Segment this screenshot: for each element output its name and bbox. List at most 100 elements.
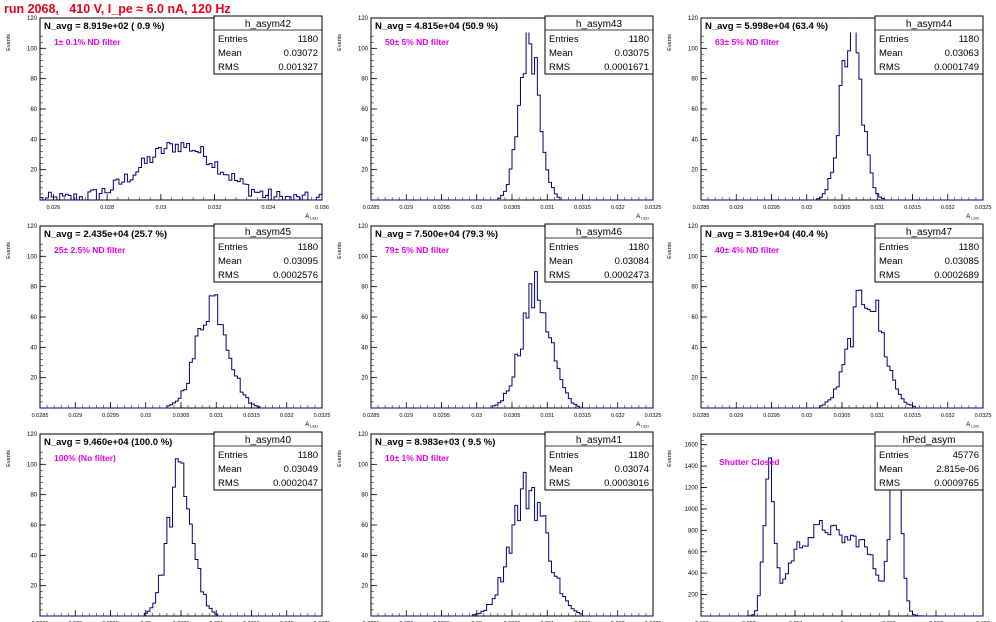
x-tick-label: 0.0325 xyxy=(314,413,331,419)
stats-value: 1180 xyxy=(629,242,649,253)
stats-value: 0.0002473 xyxy=(604,270,649,281)
stats-value: 1180 xyxy=(629,34,649,45)
y-tick-label: 120 xyxy=(688,224,699,230)
x-tick-label: 0.0305 xyxy=(504,413,521,419)
y-tick-label: 60 xyxy=(30,315,37,321)
stats-box xyxy=(213,223,323,283)
navg-label: N_avg = 7.500e+04 (79.3 %) xyxy=(375,229,498,240)
x-tick-label: 0.032 xyxy=(941,205,955,211)
x-tick-label: 0.0305 xyxy=(504,205,521,211)
x-axis-subscript: LED xyxy=(310,424,318,429)
y-tick-label: 20 xyxy=(30,168,37,174)
y-tick-label: 120 xyxy=(688,16,699,22)
histogram-panel-h_asym41: 204060801001200.02850.0290.02950.030.030… xyxy=(337,431,661,622)
stats-value: 0.0001749 xyxy=(934,62,979,73)
stats-key: RMS xyxy=(879,62,900,73)
stats-box xyxy=(874,15,984,75)
stats-key: Entries xyxy=(879,450,909,461)
y-axis-title: Events xyxy=(667,450,673,467)
stats-value: 0.0003016 xyxy=(604,478,649,489)
stats-title: h_asym46 xyxy=(576,227,623,238)
y-tick-label: 80 xyxy=(361,77,368,83)
y-axis-title: Events xyxy=(337,242,343,259)
y-tick-label: 40 xyxy=(361,137,368,143)
x-tick-label: 0.029 xyxy=(399,205,413,211)
x-tick-label: 0.031 xyxy=(540,205,554,211)
y-tick-label: 60 xyxy=(361,315,368,321)
x-tick-label: 0.0315 xyxy=(574,205,591,211)
stats-key: Entries xyxy=(549,450,579,461)
x-tick-label: 0.03 xyxy=(471,205,482,211)
y-tick-label: 1600 xyxy=(685,443,699,449)
y-tick-label: 80 xyxy=(30,493,37,499)
histogram-panel-h_asym43: 20 40 60 80 100 120 0.0285 0.029 0.0295 0.03 0.030… xyxy=(337,15,661,221)
x-tick-label: 0.031 xyxy=(540,413,554,419)
x-tick-label: 0.0325 xyxy=(975,205,992,211)
x-axis-title: ALED xyxy=(636,422,649,429)
y-tick-label: 80 xyxy=(30,285,37,291)
navg-label: N_avg = 8.919e+02 ( 0.9 %) xyxy=(44,21,164,32)
histogram-panel-h_asym46: 20 40 60 80 100 120 0.0285 0.029 0.0295 0.03 0.030… xyxy=(337,223,661,429)
y-tick-label: 1000 xyxy=(685,507,699,513)
histogram-line xyxy=(371,471,653,617)
x-axis-title: ALED xyxy=(636,214,649,221)
stats-value: 0.0002047 xyxy=(273,478,318,489)
y-axis-title: Events xyxy=(337,450,343,467)
x-tick-label: 0.0305 xyxy=(173,413,190,419)
x-tick-label: 0.0295 xyxy=(433,413,450,419)
navg-label: N_avg = 5.998e+04 (63.4 %) xyxy=(705,21,828,32)
x-tick-label: 0.0285 xyxy=(693,413,710,419)
stats-key: Mean xyxy=(879,464,903,475)
y-tick-label: 100 xyxy=(358,254,369,260)
x-tick-label: 0.0295 xyxy=(763,413,780,419)
y-tick-label: 120 xyxy=(27,16,38,22)
x-tick-label: 0.0295 xyxy=(102,413,119,419)
histogram-line xyxy=(40,458,322,617)
y-tick-label: 100 xyxy=(688,254,699,260)
x-axis-subscript: LED xyxy=(310,216,318,221)
x-tick-label: 0.031 xyxy=(870,205,884,211)
stats-value: 1180 xyxy=(629,450,649,461)
stats-key: Entries xyxy=(549,34,579,45)
y-tick-label: 40 xyxy=(361,345,368,351)
x-tick-label: 0.0285 xyxy=(363,413,380,419)
stats-key: Entries xyxy=(879,34,909,45)
y-axis-title: Events xyxy=(6,34,12,51)
stats-key: Entries xyxy=(218,242,248,253)
x-axis-title: ALED xyxy=(966,422,979,429)
x-axis-title: ALED xyxy=(966,214,979,221)
x-tick-label: 0.0325 xyxy=(975,413,992,419)
y-axis-title: Events xyxy=(6,450,12,467)
stats-value: 0.03063 xyxy=(945,48,979,59)
stats-key: Mean xyxy=(879,256,903,267)
stats-key: Entries xyxy=(549,242,579,253)
histogram-panel-hPed_asym: 2004006008001000120014001600-0.003-0.002… xyxy=(667,431,990,622)
x-tick-label: 0.028 xyxy=(100,205,114,211)
histogram-panel-h_asym45: 20 40 60 80 100 120 0.0285 0.029 0.0295 0.03 0.030… xyxy=(6,223,331,429)
navg-label: N_avg = 8.983e+03 ( 9.5 %) xyxy=(375,437,495,448)
x-axis-subscript: LED xyxy=(641,424,649,429)
navg-label: N_avg = 2.435e+04 (25.7 %) xyxy=(44,229,167,240)
stats-key: Entries xyxy=(218,450,248,461)
stats-value: 0.03095 xyxy=(284,256,318,267)
x-axis-subscript: LED xyxy=(641,216,649,221)
histogram-line xyxy=(39,142,323,201)
stats-value: 0.0001671 xyxy=(604,62,649,73)
histogram-line xyxy=(371,271,653,409)
x-tick-label: 0.03 xyxy=(801,205,812,211)
stats-key: Entries xyxy=(218,34,248,45)
stats-box xyxy=(544,15,654,75)
stats-value: 45776 xyxy=(953,450,979,461)
stats-value: 0.03084 xyxy=(615,256,649,267)
x-tick-label: 0.03 xyxy=(155,205,166,211)
stats-value: 0.03072 xyxy=(284,48,318,59)
y-tick-label: 40 xyxy=(691,137,698,143)
stats-value: 0.03075 xyxy=(615,48,649,59)
x-axis-subscript: LED xyxy=(971,424,979,429)
y-tick-label: 20 xyxy=(361,584,368,590)
x-axis-subscript: LED xyxy=(971,216,979,221)
x-tick-label: 0.0285 xyxy=(32,413,49,419)
y-tick-label: 400 xyxy=(688,571,699,577)
histogram-panel-h_asym42: 20 40 60 80 100 120 0.026 0.028 0.03 0.032 0.034 0.… xyxy=(6,15,329,221)
y-tick-label: 1400 xyxy=(685,464,699,470)
